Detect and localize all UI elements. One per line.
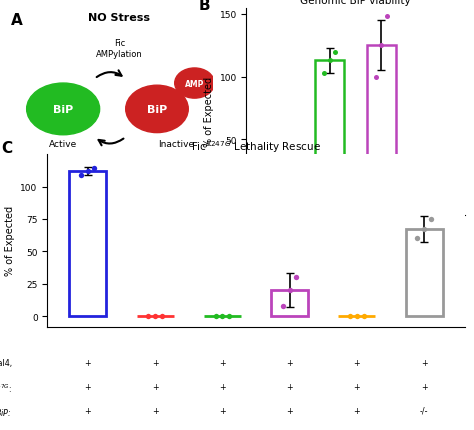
Text: B: B (199, 0, 210, 13)
Text: +: + (152, 406, 158, 415)
Ellipse shape (175, 69, 214, 99)
Point (326, 58, 333, 64)
Ellipse shape (126, 86, 188, 133)
Bar (271, 291, 308, 316)
Y-axis label: % of Expected: % of Expected (204, 77, 214, 147)
Text: +: + (286, 406, 293, 415)
Point (219, 313, 226, 320)
Point (292, 274, 300, 281)
Text: BiP Tg:: BiP Tg: (203, 261, 232, 269)
Point (420, 226, 428, 233)
Text: +: + (152, 358, 158, 367)
Point (435, 180, 442, 187)
Text: C: C (1, 141, 13, 156)
Title: Genomic BiP viability: Genomic BiP viability (300, 0, 411, 6)
Point (424, 185, 432, 192)
Text: +: + (354, 382, 360, 391)
Text: +: + (286, 382, 293, 391)
Point (279, 303, 287, 310)
Text: Inactive: Inactive (158, 140, 194, 149)
Text: +: + (84, 358, 91, 367)
Text: +: + (219, 382, 226, 391)
Point (414, 235, 421, 242)
Point (383, 14, 391, 21)
Point (145, 313, 152, 320)
Text: +: + (84, 382, 91, 391)
Text: +: + (354, 406, 360, 415)
Point (331, 49, 338, 56)
Bar (419, 186, 447, 203)
Text: -/-: -/- (377, 242, 386, 251)
Text: BiP: BiP (53, 104, 73, 115)
Point (360, 313, 367, 320)
Point (279, 199, 287, 206)
Text: Fic
deAMPylation: Fic deAMPylation (91, 157, 148, 177)
Text: +: + (84, 406, 91, 415)
Text: -/-: -/- (420, 406, 428, 415)
Title: Fic$^{E247G}$ Lethality Rescue: Fic$^{E247G}$ Lethality Rescue (191, 139, 321, 155)
Point (158, 313, 165, 320)
Point (225, 313, 233, 320)
Point (346, 313, 354, 320)
Point (151, 313, 159, 320)
Point (269, 199, 276, 206)
Y-axis label: % of Expected: % of Expected (5, 206, 15, 276)
Text: BiP: BiP (147, 104, 167, 115)
Bar (69, 172, 106, 316)
Point (91, 166, 98, 172)
Point (286, 287, 293, 294)
Text: $BiP$:: $BiP$: (0, 406, 12, 417)
Point (84, 168, 91, 175)
Point (373, 74, 380, 81)
Text: +: + (354, 358, 360, 367)
Text: +: + (219, 406, 226, 415)
Bar (367, 46, 396, 203)
Text: +: + (421, 382, 428, 391)
Text: -: - (276, 261, 279, 269)
Text: Stress: Stress (100, 189, 139, 199)
Point (274, 199, 282, 206)
Point (427, 216, 435, 223)
Text: +: + (152, 382, 158, 391)
Text: T366A: T366A (368, 261, 395, 269)
Text: $BiP$:: $BiP$: (203, 242, 220, 253)
Text: +: + (421, 358, 428, 367)
Ellipse shape (27, 84, 100, 135)
Point (212, 313, 219, 320)
Text: Fic
AMPylation: Fic AMPylation (96, 39, 143, 59)
Text: -/-: -/- (325, 242, 334, 251)
Text: UAS_Fic$^{E247G}$:: UAS_Fic$^{E247G}$: (0, 382, 12, 396)
Point (320, 70, 328, 77)
Text: -/-: -/- (429, 242, 438, 251)
Bar (315, 61, 344, 203)
Text: AMP: AMP (185, 80, 204, 88)
Text: A: A (11, 13, 23, 28)
Text: +: + (219, 358, 226, 367)
Text: +: + (286, 358, 293, 367)
Point (353, 313, 361, 320)
Text: WT: WT (323, 261, 336, 269)
Point (378, 43, 385, 49)
Text: T518A: T518A (420, 261, 447, 269)
Text: Active: Active (49, 140, 77, 149)
Text: -/-: -/- (273, 242, 282, 251)
Point (77, 172, 85, 179)
Bar (406, 230, 443, 316)
Point (429, 183, 437, 190)
Text: NO Stress: NO Stress (89, 13, 150, 23)
Text: Da-Gal4,: Da-Gal4, (0, 358, 12, 367)
